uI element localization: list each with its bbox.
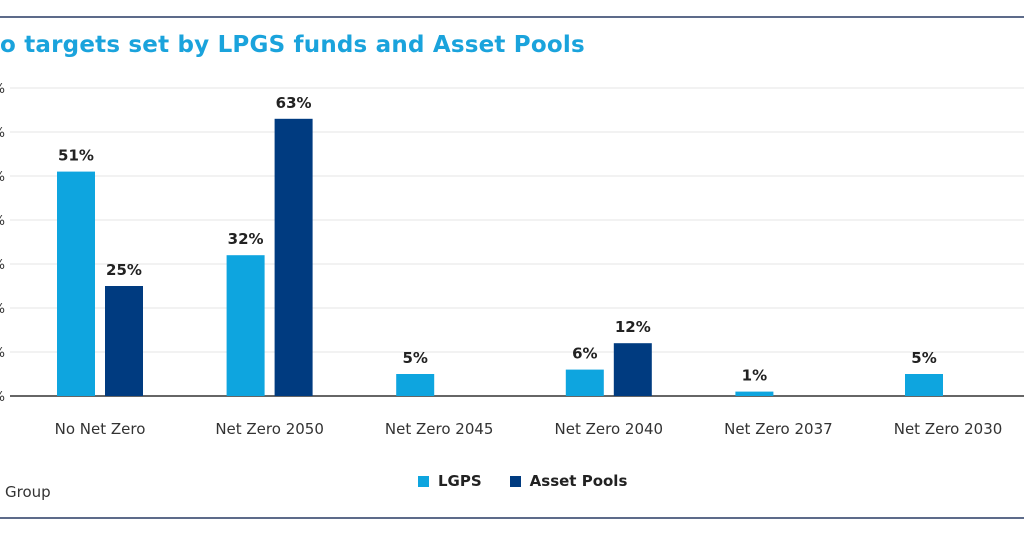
data-label: 6% — [572, 345, 597, 363]
x-tick-label: Net Zero 2045 — [385, 420, 494, 438]
legend-swatch-asset-pools — [509, 475, 521, 487]
bar-lgps — [396, 374, 435, 396]
legend-label: Asset Pools — [529, 472, 628, 490]
data-label: 12% — [615, 318, 651, 336]
x-tick-label: Net Zero 2030 — [894, 420, 1003, 438]
data-label: 25% — [106, 261, 142, 279]
bar-asset-pools — [274, 118, 313, 397]
x-tick-label: Net Zero 2040 — [555, 420, 664, 438]
x-tick-label: Net Zero 2037 — [724, 420, 833, 438]
y-tick-label: 0% — [0, 390, 5, 405]
bar-lgps — [735, 391, 774, 396]
legend-item-lgps: LGPS — [418, 472, 482, 490]
bar-lgps — [565, 369, 604, 396]
y-tick-label: 10% — [0, 346, 5, 361]
bar-lgps — [905, 374, 943, 396]
x-tick-label: Net Zero 2050 — [215, 420, 324, 438]
legend-label: LGPS — [438, 472, 482, 490]
data-label: 5% — [911, 349, 936, 367]
data-label: 63% — [276, 94, 312, 112]
bar-lgps — [226, 255, 265, 396]
data-label: 5% — [402, 349, 427, 367]
data-label: 32% — [228, 230, 264, 248]
y-tick-label: 20% — [0, 302, 5, 317]
bottom-border — [0, 517, 1024, 519]
bar-lgps — [57, 171, 95, 396]
top-border — [0, 16, 1024, 18]
legend: LGPS Asset Pools — [418, 472, 655, 490]
legend-swatch-lgps — [418, 475, 429, 487]
y-tick-label: 60% — [0, 126, 5, 141]
source-note: Group — [5, 483, 51, 501]
legend-item-asset-pools: Asset Pools — [509, 472, 628, 490]
chart-title: o targets set by LPGS funds and Asset Po… — [0, 32, 585, 58]
data-label: 51% — [58, 147, 94, 165]
y-tick-label: 40% — [0, 214, 5, 229]
y-tick-label: 70% — [0, 82, 5, 97]
data-label: 1% — [742, 367, 767, 385]
x-tick-label: No Net Zero — [55, 420, 146, 438]
bar-asset-pools — [105, 286, 143, 396]
y-tick-label: 30% — [0, 258, 5, 273]
bar-asset-pools — [613, 343, 652, 396]
y-tick-label: 50% — [0, 170, 5, 185]
